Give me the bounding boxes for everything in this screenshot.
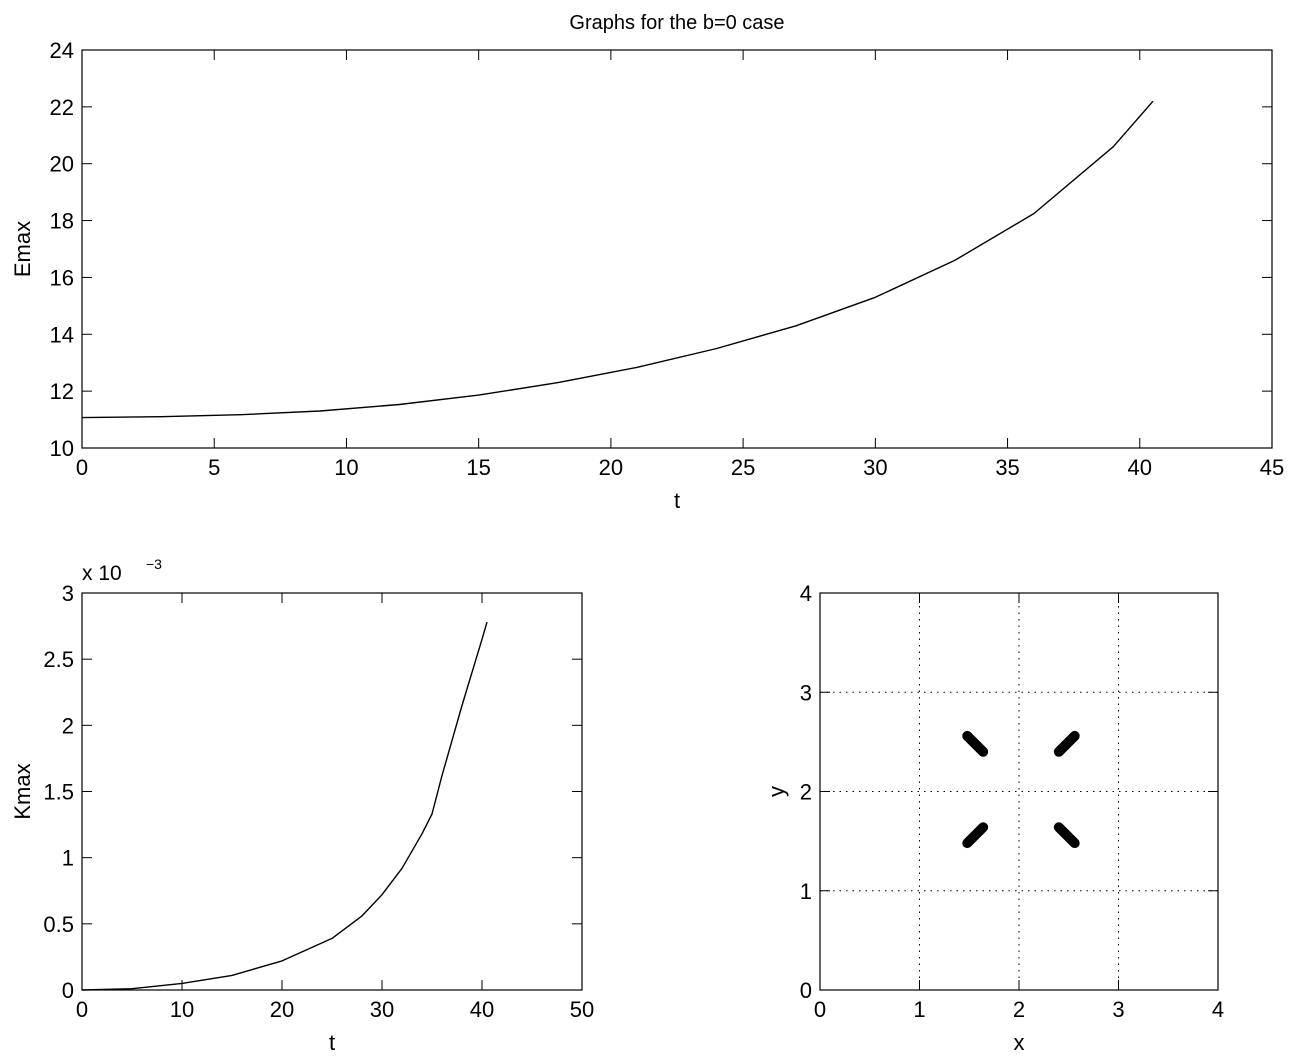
x-tick-label: 25: [731, 455, 755, 480]
axes-frame: [81, 592, 583, 991]
x-tick-label: 10: [170, 997, 194, 1022]
xy-plot: 0 1 2 3 4 0 1 2 3 4 x y: [764, 581, 1224, 1055]
figure-title: Graphs for the b=0 case: [569, 12, 784, 34]
y-tick-label: 2: [800, 780, 812, 805]
x-axis-label: x: [1014, 1030, 1025, 1055]
y-tick-label: 0.5: [43, 912, 74, 937]
x-tick-label: 5: [208, 455, 220, 480]
x-tick-label: 40: [1128, 455, 1152, 480]
x-tick-label: 1: [913, 997, 925, 1022]
y-axis-label: y: [764, 786, 789, 797]
x-tick-label: 35: [995, 455, 1019, 480]
y-axis-label: Emax: [10, 221, 35, 277]
y-tick-label: 0: [800, 978, 812, 1003]
y-tick-label: 10: [50, 436, 74, 461]
y-axis-label: Kmax: [10, 763, 35, 819]
axes-frame: [81, 49, 1273, 449]
y-tick-label: 4: [800, 581, 812, 606]
emax-plot: 0 5 10 15 20 25 30 35 40 45 10 12 14 16 18 20 22 24 t Emax: [10, 38, 1284, 513]
kmax-plot: 0 10 20 30 40 50 0 0.5 1 1.5 2 2.5 3 t Kmax x 10 −3: [10, 556, 594, 1055]
x-tick-label: 10: [334, 455, 358, 480]
axis-exponent-power: −3: [146, 556, 162, 572]
x-tick-label: 2: [1013, 997, 1025, 1022]
x-tick-label: 40: [470, 997, 494, 1022]
y-tick-label: 12: [50, 379, 74, 404]
point-cluster: [962, 822, 989, 849]
y-tick-label: 3: [800, 680, 812, 705]
series-line: [81, 621, 488, 991]
y-tick-label: 2: [62, 713, 74, 738]
x-tick-label: 20: [599, 455, 623, 480]
axis-exponent-label: x 10: [82, 562, 122, 585]
x-axis-label: t: [329, 1030, 335, 1055]
x-tick-label: 0: [76, 455, 88, 480]
x-tick-label: 4: [1212, 997, 1224, 1022]
x-tick-label: 15: [466, 455, 490, 480]
point-cluster: [1053, 730, 1080, 757]
point-cluster: [962, 730, 989, 757]
x-axis-label: t: [674, 488, 680, 513]
y-tick-label: 3: [62, 581, 74, 606]
x-tick-label: 0: [814, 997, 826, 1022]
x-tick-label: 50: [570, 997, 594, 1022]
y-tick-label: 22: [50, 95, 74, 120]
y-tick-label: 18: [50, 209, 74, 234]
y-tick-label: 2.5: [43, 647, 74, 672]
point-cluster: [1053, 822, 1080, 849]
y-tick-label: 1: [800, 879, 812, 904]
y-tick-label: 24: [50, 38, 74, 63]
x-tick-label: 20: [270, 997, 294, 1022]
y-tick-label: 1: [62, 846, 74, 871]
x-tick-label: 3: [1112, 997, 1124, 1022]
x-tick-label: 30: [863, 455, 887, 480]
y-tick-label: 14: [50, 322, 74, 347]
x-tick-label: 30: [370, 997, 394, 1022]
series-line: [81, 100, 1154, 419]
x-tick-label: 45: [1260, 455, 1284, 480]
x-tick-label: 0: [76, 997, 88, 1022]
y-tick-label: 0: [62, 978, 74, 1003]
y-tick-label: 20: [50, 152, 74, 177]
y-tick-label: 1.5: [43, 780, 74, 805]
y-tick-label: 16: [50, 265, 74, 290]
